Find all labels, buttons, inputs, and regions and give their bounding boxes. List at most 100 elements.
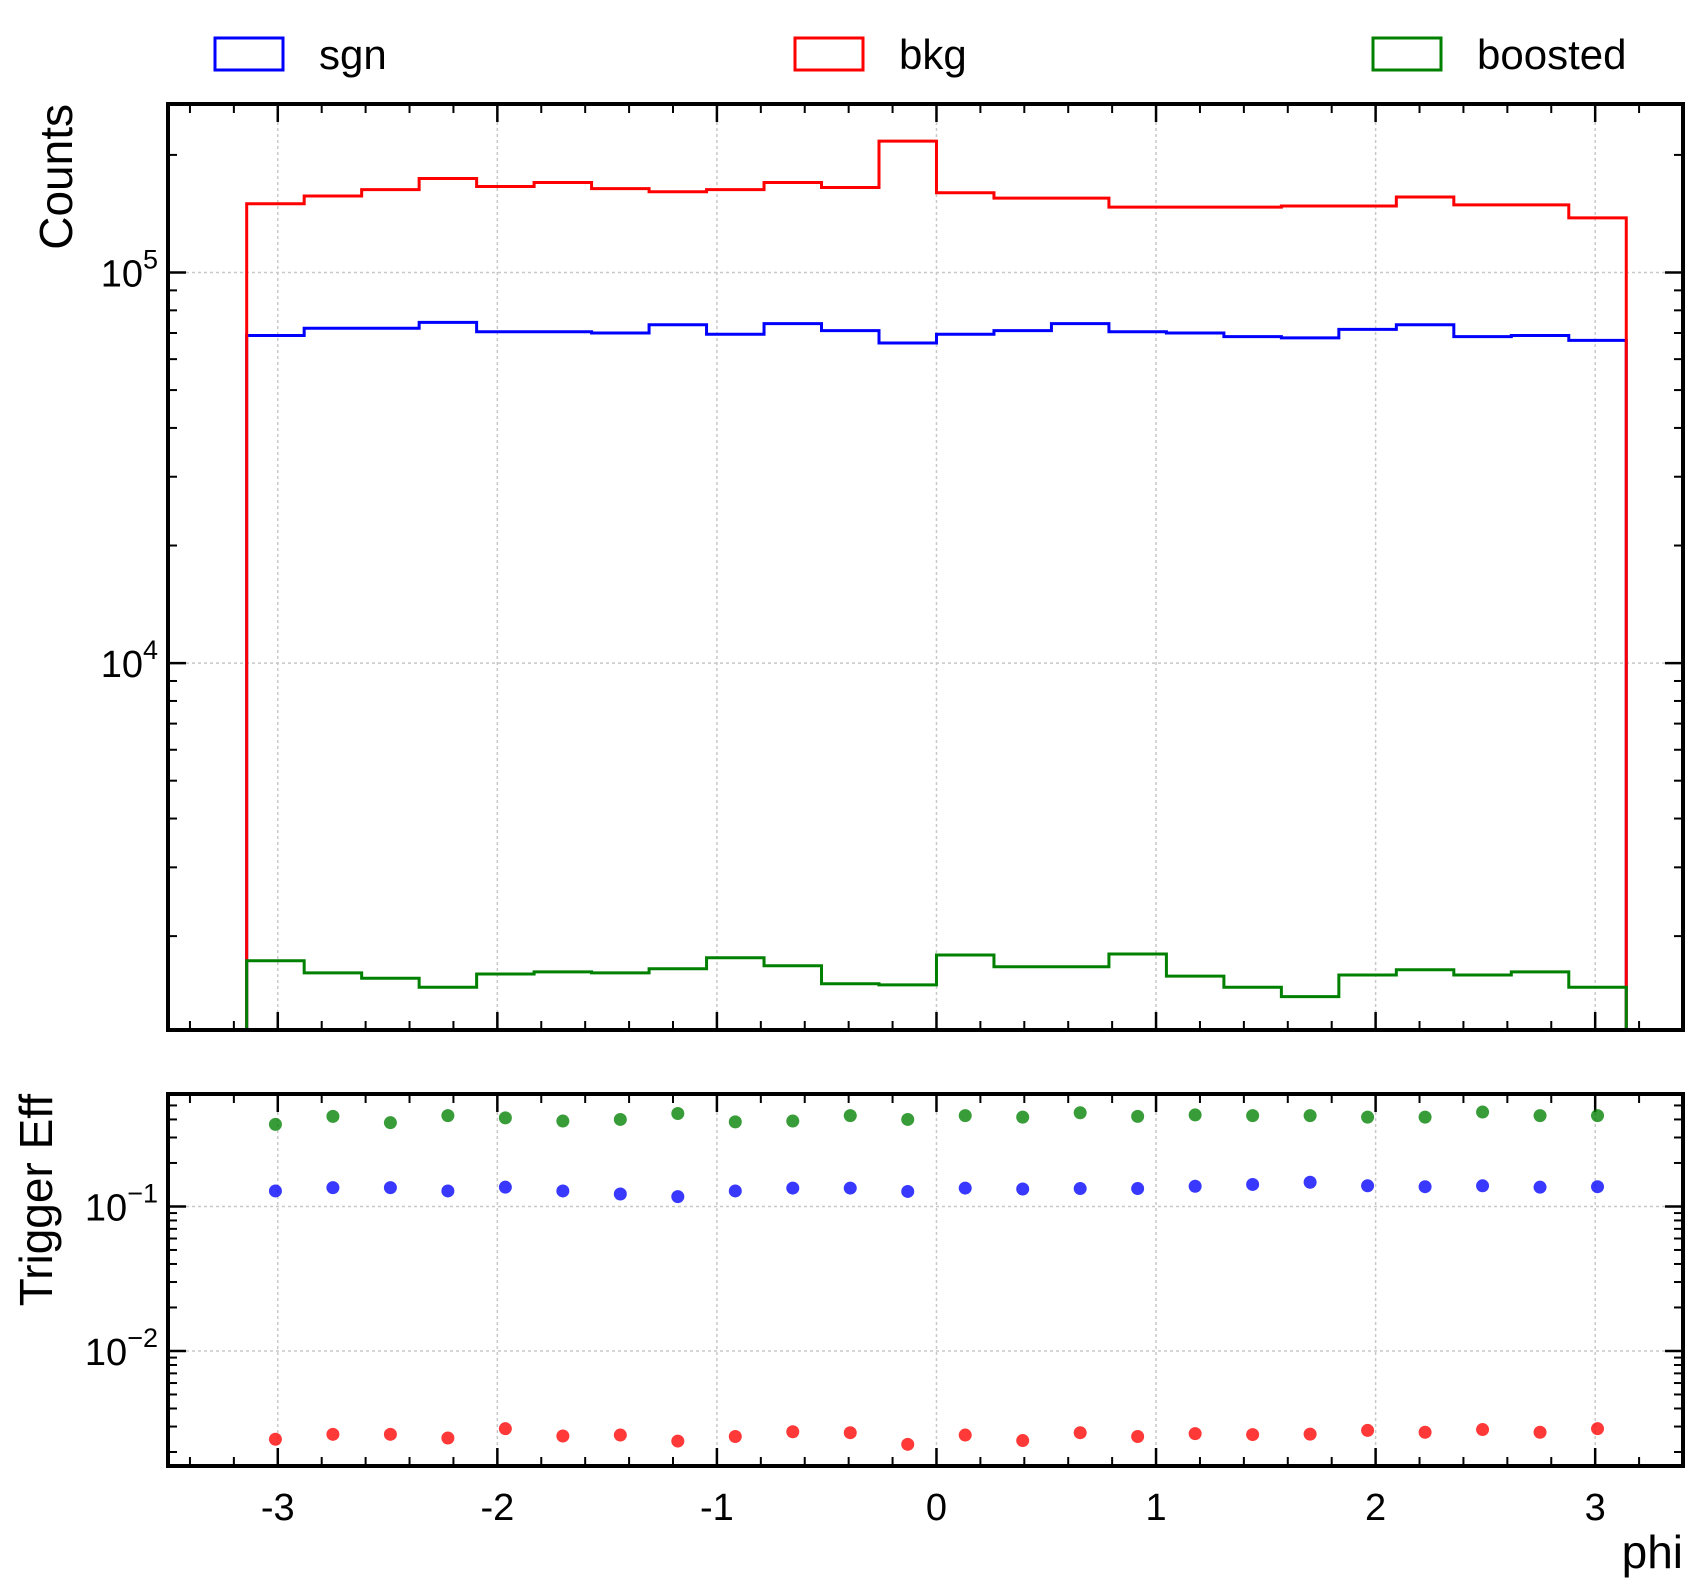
main-panel: 105 104 Counts bbox=[30, 102, 1685, 1032]
efficiency-point-bkg bbox=[786, 1425, 800, 1439]
efficiency-point-sgn bbox=[1188, 1179, 1202, 1193]
efficiency-point-boosted bbox=[786, 1114, 800, 1128]
efficiency-point-sgn bbox=[1591, 1180, 1605, 1194]
x-tick-label: 2 bbox=[1365, 1487, 1386, 1529]
ratio-grid bbox=[168, 1094, 1683, 1466]
efficiency-point-sgn bbox=[326, 1181, 340, 1195]
efficiency-point-sgn bbox=[441, 1184, 455, 1198]
legend-swatch-bkg bbox=[793, 36, 865, 72]
x-tick-label: -3 bbox=[261, 1487, 295, 1529]
efficiency-point-boosted bbox=[268, 1117, 282, 1131]
efficiency-point-bkg bbox=[728, 1430, 742, 1444]
efficiency-point-boosted bbox=[383, 1116, 397, 1130]
efficiency-point-boosted bbox=[1476, 1105, 1490, 1119]
efficiency-point-boosted bbox=[556, 1114, 570, 1128]
efficiency-point-bkg bbox=[1533, 1425, 1547, 1439]
efficiency-point-sgn bbox=[556, 1184, 570, 1198]
efficiency-point-boosted bbox=[901, 1112, 915, 1126]
efficiency-point-sgn bbox=[613, 1187, 627, 1201]
efficiency-point-bkg bbox=[326, 1427, 340, 1441]
efficiency-point-boosted bbox=[498, 1111, 512, 1125]
efficiency-point-sgn bbox=[843, 1181, 857, 1195]
efficiency-point-boosted bbox=[728, 1115, 742, 1129]
efficiency-point-boosted bbox=[1418, 1110, 1432, 1124]
x-tick-label: -2 bbox=[480, 1487, 514, 1529]
ratio-y-axis-label: Trigger Eff bbox=[10, 1094, 62, 1306]
ratio-ticks bbox=[168, 1094, 1683, 1466]
legend-label-boosted: boosted bbox=[1477, 31, 1626, 78]
efficiency-point-bkg bbox=[1246, 1428, 1260, 1442]
main-series bbox=[245, 139, 1628, 1030]
efficiency-point-boosted bbox=[1246, 1109, 1260, 1123]
efficiency-point-sgn bbox=[671, 1190, 685, 1204]
main-y-tick-labels: 105 104 bbox=[101, 244, 158, 686]
efficiency-point-boosted bbox=[326, 1109, 340, 1123]
efficiency-point-sgn bbox=[1016, 1182, 1030, 1196]
efficiency-point-sgn bbox=[1418, 1180, 1432, 1194]
efficiency-point-sgn bbox=[383, 1181, 397, 1195]
efficiency-point-bkg bbox=[383, 1427, 397, 1441]
histogram-bkg bbox=[245, 139, 1628, 1030]
efficiency-point-bkg bbox=[556, 1429, 570, 1443]
y-tick-label: 10−1 bbox=[85, 1178, 158, 1229]
legend-label-bkg: bkg bbox=[899, 31, 967, 78]
x-tick-label: 1 bbox=[1145, 1487, 1166, 1529]
efficiency-point-sgn bbox=[1476, 1179, 1490, 1193]
x-tick-labels: -3 -2 -1 0 1 2 3 bbox=[261, 1487, 1606, 1529]
ratio-y-tick-labels: 10−1 10−2 bbox=[85, 1178, 158, 1374]
efficiency-point-bkg bbox=[1188, 1427, 1202, 1441]
efficiency-point-sgn bbox=[268, 1184, 282, 1198]
efficiency-point-bkg bbox=[498, 1422, 512, 1436]
legend: sgn bkg boosted bbox=[213, 31, 1626, 78]
ratio-series bbox=[268, 1105, 1605, 1451]
efficiency-point-sgn bbox=[1073, 1182, 1087, 1196]
efficiency-point-boosted bbox=[1131, 1109, 1145, 1123]
histogram-boosted bbox=[245, 952, 1628, 1030]
efficiency-point-boosted bbox=[1073, 1106, 1087, 1120]
efficiency-point-sgn bbox=[1361, 1179, 1375, 1193]
efficiency-point-boosted bbox=[671, 1106, 685, 1120]
efficiency-point-bkg bbox=[843, 1426, 857, 1440]
histogram-sgn bbox=[245, 320, 1628, 1030]
ratio-panel: 10−1 10−2 -3 -2 -1 0 1 2 3 Trigger Eff phi bbox=[10, 1092, 1685, 1578]
efficiency-point-bkg bbox=[1303, 1427, 1317, 1441]
efficiency-point-sgn bbox=[728, 1184, 742, 1198]
y-tick-label: 104 bbox=[101, 635, 158, 686]
efficiency-point-bkg bbox=[441, 1431, 455, 1445]
efficiency-point-bkg bbox=[1476, 1423, 1490, 1437]
x-tick-label: -1 bbox=[700, 1487, 734, 1529]
efficiency-point-bkg bbox=[613, 1428, 627, 1442]
efficiency-point-bkg bbox=[1591, 1422, 1605, 1436]
legend-swatch-sgn bbox=[213, 36, 285, 72]
main-y-axis-label: Counts bbox=[30, 104, 82, 250]
efficiency-point-boosted bbox=[441, 1109, 455, 1123]
main-ticks bbox=[168, 104, 1683, 1030]
x-tick-label: 0 bbox=[926, 1487, 947, 1529]
efficiency-point-bkg bbox=[1131, 1430, 1145, 1444]
efficiency-point-boosted bbox=[958, 1109, 972, 1123]
efficiency-point-sgn bbox=[958, 1181, 972, 1195]
efficiency-point-bkg bbox=[1418, 1425, 1432, 1439]
efficiency-point-sgn bbox=[786, 1181, 800, 1195]
efficiency-point-sgn bbox=[1533, 1180, 1547, 1194]
ratio-frame bbox=[166, 1092, 1685, 1468]
efficiency-point-bkg bbox=[901, 1437, 915, 1451]
efficiency-point-bkg bbox=[1361, 1423, 1375, 1437]
efficiency-point-bkg bbox=[1073, 1426, 1087, 1440]
efficiency-point-boosted bbox=[1361, 1110, 1375, 1124]
y-tick-label: 10−2 bbox=[85, 1323, 158, 1374]
legend-swatch-boosted bbox=[1371, 36, 1443, 72]
efficiency-point-boosted bbox=[843, 1109, 857, 1123]
efficiency-point-sgn bbox=[1246, 1177, 1260, 1191]
efficiency-point-sgn bbox=[901, 1184, 915, 1198]
efficiency-point-boosted bbox=[1188, 1108, 1202, 1122]
efficiency-point-sgn bbox=[1131, 1182, 1145, 1196]
x-tick-label: 3 bbox=[1585, 1487, 1606, 1529]
efficiency-point-boosted bbox=[1303, 1109, 1317, 1123]
x-axis-label: phi bbox=[1622, 1526, 1683, 1578]
legend-label-sgn: sgn bbox=[319, 31, 387, 78]
main-frame bbox=[166, 102, 1685, 1032]
y-tick-label: 105 bbox=[101, 244, 158, 295]
efficiency-point-sgn bbox=[1303, 1175, 1317, 1189]
efficiency-point-boosted bbox=[1533, 1109, 1547, 1123]
